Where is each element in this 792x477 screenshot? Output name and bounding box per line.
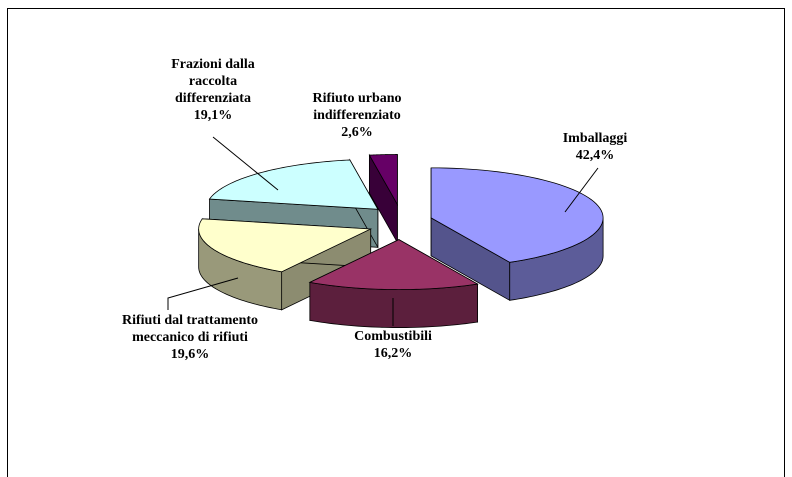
slice-top bbox=[368, 154, 398, 206]
category-label: Combustibili bbox=[354, 329, 432, 344]
category-label: Frazioni dalla raccolta differenziata bbox=[171, 57, 255, 106]
slice-label: Combustibili 16,2% bbox=[328, 328, 458, 362]
leader-line bbox=[564, 167, 599, 213]
slice-label: Rifiuti dal trattamento meccanico di rif… bbox=[120, 312, 260, 363]
slice bbox=[368, 153, 398, 244]
slice-label: Imballaggi 42,4% bbox=[535, 130, 655, 164]
slice-label: Rifiuto urbano indifferenziato 2,6% bbox=[296, 90, 418, 141]
value-label: 2,6% bbox=[341, 125, 373, 140]
value-label: 16,2% bbox=[373, 346, 413, 361]
slice bbox=[430, 167, 604, 302]
slice-label: Frazioni dalla raccolta differenziata 19,… bbox=[154, 56, 272, 124]
slice bbox=[308, 238, 479, 328]
leader-line bbox=[212, 136, 279, 191]
chart-frame bbox=[7, 8, 785, 477]
slice-top bbox=[308, 239, 479, 290]
slice-top bbox=[198, 218, 373, 273]
category-label: Rifiuti dal trattamento meccanico di rif… bbox=[121, 313, 259, 345]
leader-line bbox=[167, 277, 239, 310]
value-label: 19,1% bbox=[193, 108, 233, 123]
slice-top bbox=[430, 167, 604, 263]
category-label: Rifiuto urbano indifferenziato bbox=[312, 91, 402, 123]
category-label: Imballaggi bbox=[562, 131, 628, 146]
value-label: 19,6% bbox=[170, 347, 210, 362]
value-label: 42,4% bbox=[575, 148, 615, 163]
slice-top bbox=[208, 159, 379, 210]
